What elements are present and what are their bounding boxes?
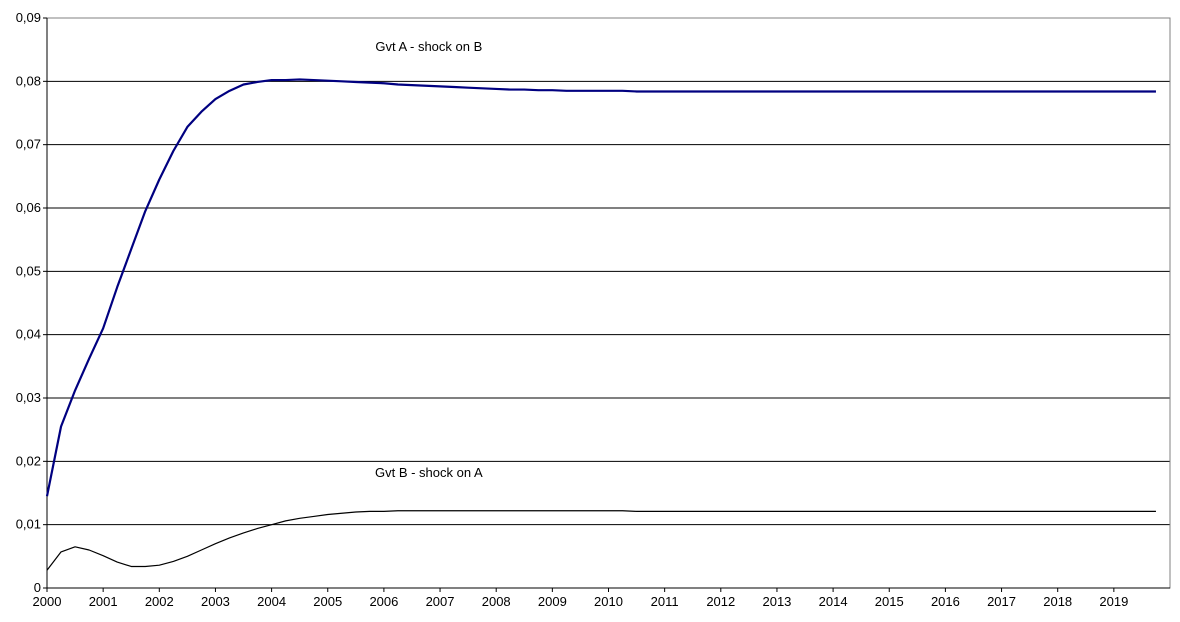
x-tick-label: 2014 xyxy=(819,594,848,609)
x-tick-label: 2002 xyxy=(145,594,174,609)
series-annotations: Gvt A - shock on B Gvt B - shock on A xyxy=(375,39,483,480)
y-tick-label: 0,07 xyxy=(16,137,41,152)
x-tick-label: 2013 xyxy=(762,594,791,609)
x-axis: 2000 2001 2002 2003 2004 2005 2006 2007 2008 2009… xyxy=(33,587,1170,609)
x-tick-label: 2018 xyxy=(1043,594,1072,609)
x-tick-label: 2017 xyxy=(987,594,1016,609)
x-tick-label: 2012 xyxy=(706,594,735,609)
x-tick-label: 2006 xyxy=(369,594,398,609)
x-tick-label: 2005 xyxy=(313,594,342,609)
x-tick-label: 2010 xyxy=(594,594,623,609)
y-tick-label: 0,03 xyxy=(16,390,41,405)
y-tick-label: 0,08 xyxy=(16,73,41,88)
series-line-2 xyxy=(46,510,1156,571)
y-tick-label: 0 xyxy=(34,580,41,595)
x-tick-label: 2016 xyxy=(931,594,960,609)
x-tick-label: 2001 xyxy=(89,594,118,609)
x-tick-label: 2004 xyxy=(257,594,286,609)
y-tick-label: 0,05 xyxy=(16,263,41,278)
y-tick-label: 0,01 xyxy=(16,517,41,532)
x-tick-label: 2009 xyxy=(538,594,567,609)
y-tick-label: 0,06 xyxy=(16,200,41,215)
y-tick-label: 0,02 xyxy=(16,453,41,468)
series-line-1 xyxy=(45,78,1156,497)
x-tick-label: 2011 xyxy=(651,594,679,609)
x-tick-label: 2015 xyxy=(875,594,904,609)
x-tick-label: 2000 xyxy=(33,594,62,609)
x-tick-label: 2003 xyxy=(201,594,230,609)
series-annotation: Gvt A - shock on B xyxy=(375,39,482,54)
x-tick-label: 2007 xyxy=(426,594,455,609)
y-tick-label: 0,09 xyxy=(16,10,41,25)
x-tick-label: 2019 xyxy=(1099,594,1128,609)
y-tick-label: 0,04 xyxy=(16,327,41,342)
series-annotation: Gvt B - shock on A xyxy=(375,465,483,480)
series-lines xyxy=(45,78,1156,571)
x-tick-label: 2008 xyxy=(482,594,511,609)
